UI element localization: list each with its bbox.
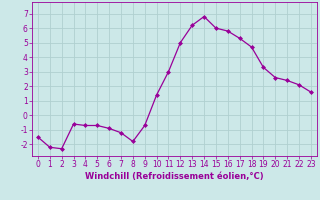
X-axis label: Windchill (Refroidissement éolien,°C): Windchill (Refroidissement éolien,°C) bbox=[85, 172, 264, 181]
